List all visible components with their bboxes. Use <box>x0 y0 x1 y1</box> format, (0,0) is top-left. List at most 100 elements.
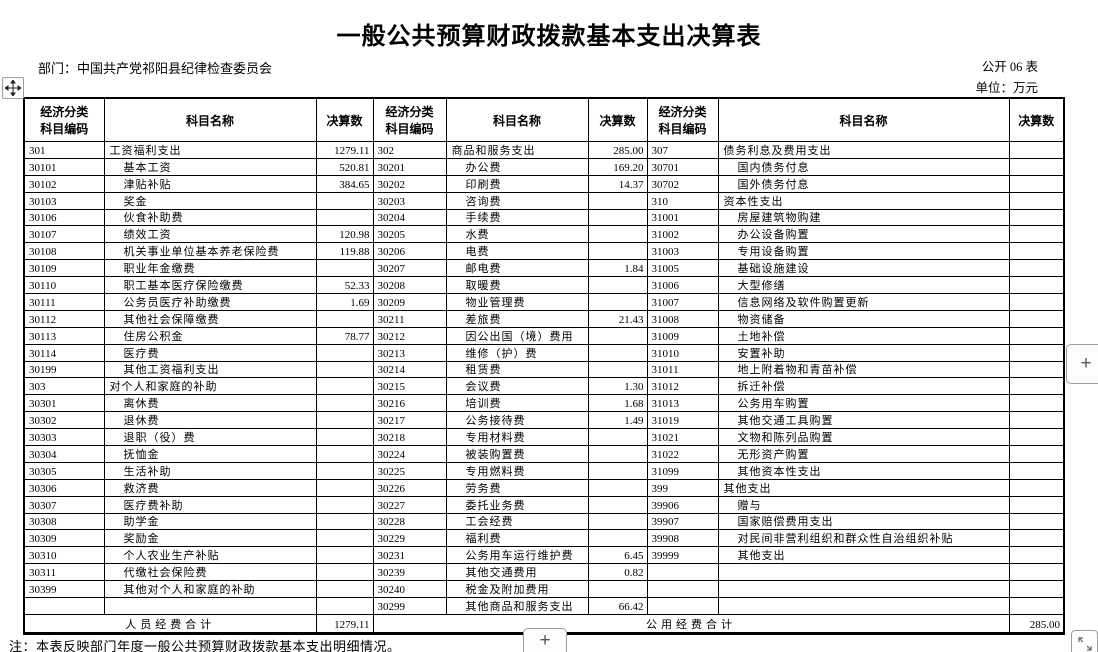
code-cell: 30231 <box>372 546 447 565</box>
code-cell: 301 <box>23 141 105 159</box>
code-cell: 39908 <box>646 529 719 548</box>
value-cell <box>1008 141 1065 159</box>
code-cell: 307 <box>646 141 719 159</box>
name-cell: 拆迁补偿 <box>717 377 1010 396</box>
name-cell: 对民间非营利组织和群众性自治组织补贴 <box>717 529 1010 548</box>
name-cell: 劳务费 <box>445 478 589 497</box>
table-row: 30102 津贴补贴 384.65 30202 印刷费 14.37 30702 国外债务付息 <box>23 174 1065 193</box>
value-cell <box>587 461 648 480</box>
value-cell <box>1008 445 1065 463</box>
name-cell: 印刷费 <box>445 174 589 193</box>
code-cell: 30311 <box>23 563 105 582</box>
table-number-label: 公开 06 表 <box>981 60 1038 74</box>
code-cell: 30701 <box>646 157 719 176</box>
plus-button-right[interactable]: + <box>1066 344 1098 384</box>
name-cell: 代缴社会保险费 <box>103 563 317 582</box>
code-cell: 30214 <box>372 360 447 379</box>
table-row: 30307 医疗费补助 30227 委托业务费 39906 赠与 <box>23 495 1065 514</box>
move-table-handle[interactable] <box>2 77 24 99</box>
plus-button-bottom[interactable]: + <box>523 628 567 652</box>
value-cell: 384.65 <box>315 174 374 193</box>
value-cell <box>1008 242 1065 261</box>
expenditure-table-wrapper: 经济分类 科目编码 科目名称 决算数 经济分类 科目编码 科目名称 决算数 经济分类… <box>23 97 1065 635</box>
name-cell: 救济费 <box>103 478 317 497</box>
code-cell: 30224 <box>372 445 447 463</box>
code-cell: 30309 <box>23 529 105 548</box>
table-row: 30303 退职（役）费 30218 专用材料费 31021 文物和陈列品购置 <box>23 428 1065 447</box>
value-cell <box>1008 225 1065 244</box>
value-cell <box>1008 157 1065 176</box>
value-cell <box>1008 326 1065 345</box>
code-cell: 30211 <box>372 309 447 328</box>
code-cell: 30207 <box>372 259 447 278</box>
code-cell: 31012 <box>646 377 719 396</box>
value-cell <box>315 495 374 514</box>
value-cell <box>587 343 648 362</box>
table-body: 301 工资福利支出 1279.11 302 商品和服务支出 285.00 307 债务利息及… <box>23 141 1065 634</box>
code-cell <box>646 597 719 615</box>
code-cell: 30218 <box>372 428 447 447</box>
code-cell: 30303 <box>23 428 105 447</box>
value-cell: 52.33 <box>315 276 374 295</box>
value-cell <box>1008 293 1065 311</box>
table-row: 30301 离休费 30216 培训费 1.68 31013 公务用车购置 <box>23 394 1065 413</box>
code-cell: 31003 <box>646 242 719 261</box>
name-cell: 伙食补助费 <box>103 208 317 227</box>
name-cell <box>103 597 317 615</box>
plus-icon: + <box>539 630 551 651</box>
value-cell <box>1008 597 1065 615</box>
value-cell <box>587 293 648 311</box>
code-cell: 39999 <box>646 546 719 565</box>
plus-icon: + <box>1080 353 1092 374</box>
header-name: 科目名称 <box>103 97 317 142</box>
code-cell: 30106 <box>23 208 105 227</box>
code-cell: 30299 <box>372 597 447 615</box>
code-cell: 30199 <box>23 360 105 379</box>
code-cell: 30307 <box>23 495 105 514</box>
name-cell: 大型修缮 <box>717 276 1010 295</box>
table-row: 30108 机关事业单位基本养老保险费 119.88 30206 电费 31003 专用设备… <box>23 242 1065 261</box>
code-cell: 30216 <box>372 394 447 413</box>
value-cell <box>587 428 648 447</box>
name-cell: 被装购置费 <box>445 445 589 463</box>
name-cell: 委托业务费 <box>445 495 589 514</box>
table-row: 30299 其他商品和服务支出 66.42 <box>23 597 1065 615</box>
value-cell: 14.37 <box>587 174 648 193</box>
name-cell: 机关事业单位基本养老保险费 <box>103 242 317 261</box>
name-cell: 物业管理费 <box>445 293 589 311</box>
code-cell: 30204 <box>372 208 447 227</box>
code-cell: 30310 <box>23 546 105 565</box>
name-cell: 公务用车运行维护费 <box>445 546 589 565</box>
code-cell: 31006 <box>646 276 719 295</box>
name-cell: 奖励金 <box>103 529 317 548</box>
name-cell: 地上附着物和青苗补偿 <box>717 360 1010 379</box>
code-cell: 30110 <box>23 276 105 295</box>
value-cell <box>315 377 374 396</box>
name-cell: 基础设施建设 <box>717 259 1010 278</box>
code-cell: 31011 <box>646 360 719 379</box>
value-cell <box>1008 461 1065 480</box>
value-cell <box>1008 546 1065 565</box>
table-row: 30399 其他对个人和家庭的补助 30240 税金及附加费用 <box>23 580 1065 599</box>
code-cell: 31007 <box>646 293 719 311</box>
value-cell <box>1008 377 1065 396</box>
name-cell: 公务用车购置 <box>717 394 1010 413</box>
value-cell: 119.88 <box>315 242 374 261</box>
name-cell: 安置补助 <box>717 343 1010 362</box>
name-cell: 水费 <box>445 225 589 244</box>
value-cell <box>315 512 374 531</box>
name-cell: 其他资本性支出 <box>717 461 1010 480</box>
resize-handle[interactable] <box>1071 630 1098 652</box>
personnel-total-label: 人员经费合计 <box>23 613 317 634</box>
table-row: 30310 个人农业生产补贴 30231 公务用车运行维护费 6.45 39999 其他支出 <box>23 546 1065 565</box>
value-cell <box>1008 259 1065 278</box>
code-cell: 30306 <box>23 478 105 497</box>
value-cell <box>315 563 374 582</box>
name-cell: 手续费 <box>445 208 589 227</box>
value-cell <box>587 191 648 210</box>
resize-arrows-icon <box>1077 637 1092 651</box>
code-cell: 30201 <box>372 157 447 176</box>
code-cell: 30305 <box>23 461 105 480</box>
value-cell <box>1008 394 1065 413</box>
